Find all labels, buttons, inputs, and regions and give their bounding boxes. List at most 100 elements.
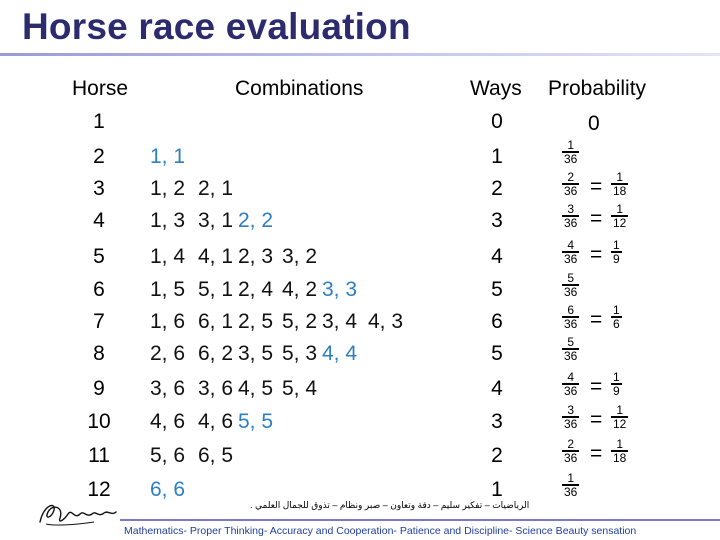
- fraction-numerator: 1: [613, 370, 620, 384]
- combination-pair: 5, 3: [282, 342, 318, 365]
- fraction-numerator: 1: [616, 437, 624, 451]
- fraction-numerator: 4: [567, 238, 575, 252]
- fraction-numerator: 1: [616, 170, 624, 184]
- fraction-numerator: 1: [616, 202, 624, 216]
- footer-rule: [120, 519, 720, 521]
- probability-fraction: 2 36: [562, 171, 580, 198]
- ways-count: 2: [491, 444, 503, 467]
- header-combinations: Combinations: [235, 77, 364, 100]
- combination-pair: 2, 6: [150, 342, 186, 365]
- horse-number: 11: [88, 444, 110, 467]
- combination-pair: 2, 5: [238, 310, 274, 333]
- combination-pair: 4, 4: [322, 342, 358, 365]
- combination-pair: 5, 5: [238, 410, 274, 433]
- equals-sign: =: [590, 207, 603, 230]
- ways-count: 5: [491, 278, 503, 301]
- header-probability: Probability: [548, 77, 647, 100]
- header-horse: Horse: [72, 77, 129, 100]
- combination-pair: 3, 1: [198, 209, 234, 232]
- fraction-denominator: 18: [611, 450, 629, 465]
- fraction-denominator: 36: [562, 183, 580, 198]
- ways-count: 3: [491, 209, 503, 232]
- ways-count: 5: [491, 342, 503, 365]
- fraction-numerator: 5: [567, 271, 575, 285]
- fraction-denominator: 36: [562, 484, 580, 499]
- probability-fraction: 4 36: [562, 370, 580, 398]
- probability-fraction: 6 36: [562, 303, 580, 331]
- fraction-numerator: 1: [616, 403, 624, 417]
- fraction-denominator: 36: [562, 383, 580, 398]
- fraction-denominator: 36: [562, 416, 580, 431]
- simplified-fraction: 1 18: [611, 170, 629, 198]
- combination-pair: 1, 2: [150, 177, 186, 200]
- fraction-denominator: 36: [562, 284, 580, 299]
- probability-fraction: 1 36: [562, 472, 580, 499]
- combination-pair: 5, 1: [198, 278, 234, 301]
- horse-number: 7: [93, 310, 105, 333]
- ways-count: 1: [491, 478, 503, 501]
- fraction-numerator: 5: [567, 335, 575, 349]
- probability-fraction: 4 36: [562, 238, 580, 266]
- footer-arabic: الرياضيات – تفكير سليم – دقة وتعاون – صب…: [250, 500, 530, 510]
- probability-fraction: 3 36: [562, 203, 580, 230]
- fraction-denominator: 18: [611, 183, 629, 198]
- horse-number: 3: [93, 177, 105, 200]
- equals-sign: =: [590, 375, 603, 398]
- fraction-numerator: 6: [567, 303, 575, 317]
- signature-icon: [39, 504, 117, 526]
- combination-pair: 5, 2: [282, 310, 318, 333]
- fraction-numerator: 1: [613, 303, 620, 317]
- equals-sign: =: [590, 243, 603, 266]
- horse-number: 4: [93, 209, 105, 232]
- probability-value: 0: [588, 112, 600, 135]
- probability-fraction: 5 36: [562, 335, 580, 363]
- footer-english: Mathematics- Proper Thinking- Accuracy a…: [124, 525, 637, 537]
- combination-pair: 3, 3: [322, 278, 358, 301]
- combination-pair: 3, 5: [238, 342, 274, 365]
- horse-number: 8: [93, 342, 105, 365]
- fraction-denominator: 36: [562, 348, 580, 363]
- fraction-numerator: 3: [567, 403, 575, 417]
- combination-pair: 6, 6: [150, 478, 186, 501]
- fraction-denominator: 36: [562, 251, 580, 266]
- fraction-numerator: 4: [567, 370, 575, 384]
- header-ways: Ways: [470, 77, 522, 100]
- ways-count: 1: [491, 145, 503, 168]
- fraction-denominator: 9: [611, 383, 622, 398]
- horse-number: 9: [93, 377, 105, 400]
- combination-pair: 3, 4: [322, 310, 358, 333]
- ways-count: 3: [491, 410, 503, 433]
- fraction-denominator: 6: [611, 316, 622, 331]
- page-title: Horse race evaluation: [22, 6, 411, 47]
- equals-sign: =: [590, 442, 603, 465]
- horse-number: 2: [93, 145, 105, 168]
- combination-pair: 4, 6: [150, 410, 186, 433]
- fraction-denominator: 36: [562, 316, 580, 331]
- probability-fraction: 1 36: [562, 138, 580, 165]
- fraction-denominator: 36: [562, 450, 580, 465]
- horse-number: 1: [93, 110, 105, 133]
- horse-number: 5: [93, 245, 105, 268]
- combination-pair: 1, 1: [150, 145, 186, 168]
- fraction-denominator: 36: [562, 215, 580, 230]
- fraction-numerator: 1: [567, 138, 575, 152]
- combination-pair: 4, 2: [282, 278, 318, 301]
- combination-pair: 5, 6: [150, 444, 186, 467]
- equals-sign: =: [590, 308, 603, 331]
- ways-count: 6: [491, 310, 503, 333]
- simplified-fraction: 1 18: [611, 437, 629, 465]
- combination-pair: 1, 5: [150, 278, 186, 301]
- combination-pair: 4, 3: [368, 310, 404, 333]
- combination-pair: 4, 1: [198, 245, 234, 268]
- equals-sign: =: [590, 175, 603, 198]
- combination-pair: 6, 2: [198, 342, 234, 365]
- simplified-fraction: 1 12: [611, 202, 629, 229]
- horse-number: 12: [87, 478, 111, 501]
- probability-fraction: 2 36: [562, 438, 580, 465]
- combination-pair: 4, 5: [238, 377, 274, 400]
- ways-count: 2: [491, 177, 503, 200]
- ways-count: 4: [491, 377, 503, 400]
- combination-pair: 1, 4: [150, 245, 186, 268]
